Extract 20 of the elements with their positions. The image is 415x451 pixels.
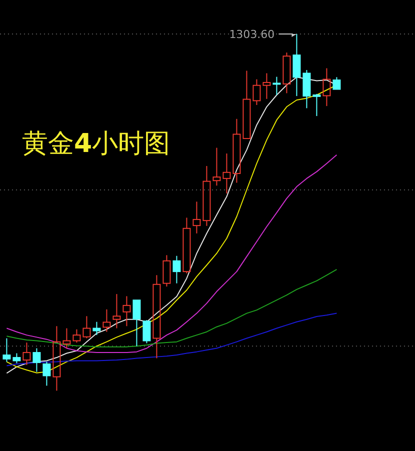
candlestick (152, 274, 161, 359)
candlestick (322, 68, 331, 107)
annotation: 1303.60 (229, 28, 275, 41)
candlestick (212, 147, 221, 186)
candlestick (102, 308, 111, 332)
candlestick (262, 72, 271, 100)
candlestick (222, 152, 231, 194)
candlestick (122, 296, 131, 327)
candlestick (2, 338, 11, 362)
candlestick (192, 201, 201, 234)
candlestick (62, 328, 71, 349)
candlestick (252, 78, 261, 106)
candlestick (202, 165, 211, 226)
text: 黄金4小时图 (22, 129, 170, 159)
candlestick (52, 326, 61, 392)
candlestick (172, 255, 181, 284)
candlestick (22, 342, 31, 366)
candlestick (292, 34, 301, 97)
candlestick (112, 294, 121, 329)
candlestick (232, 118, 241, 184)
